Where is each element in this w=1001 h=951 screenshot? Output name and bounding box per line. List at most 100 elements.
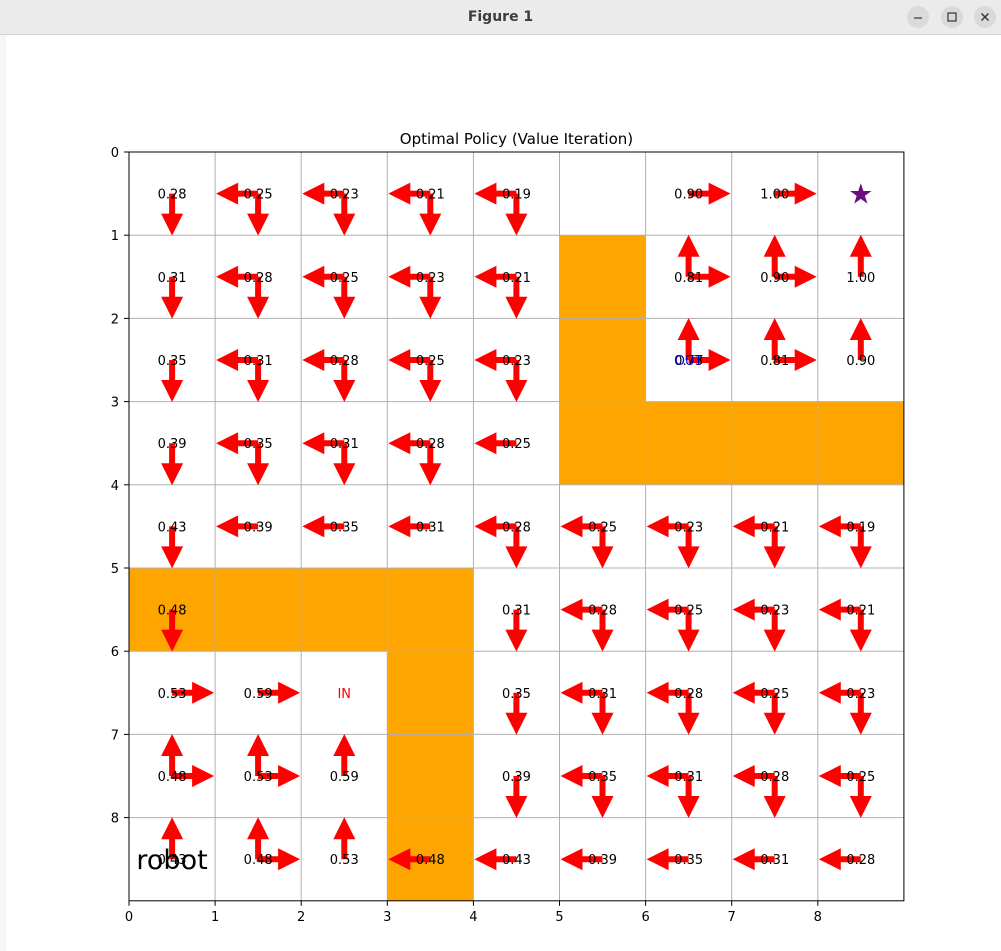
policy-arrow-up [763,318,786,360]
policy-arrow-left [646,515,689,538]
state-value-label: 0.19 [846,520,875,535]
state-value-label: 0.31 [502,604,531,619]
maximize-icon [947,12,957,22]
policy-arrow-down [505,193,528,236]
state-value-label: 1.00 [846,271,875,286]
wall-cell [387,734,474,818]
policy-arrow-left [388,432,431,455]
close-icon [981,13,989,21]
state-value-label: 0.35 [330,520,359,535]
policy-arrow-down [333,193,356,236]
policy-arrow-down [763,692,786,735]
window-left-edge [0,35,6,951]
state-value-label: 0.28 [674,687,703,702]
policy-arrow-left [302,349,345,371]
state-value-label: 0.81 [674,271,703,286]
policy-arrow-down [161,443,184,486]
state-value-label: 0.25 [502,437,531,452]
policy-arrow-up [247,817,270,860]
policy-arrow-left [818,598,861,621]
y-tick-label: 1 [111,229,119,244]
state-value-label: 0.31 [416,520,445,535]
y-tick-label: 3 [111,396,119,411]
annotation-in: IN [337,687,351,702]
policy-arrow-up [677,234,700,277]
wall-cell [387,568,474,652]
policy-arrow-down [161,276,184,319]
x-tick-label: 3 [383,910,391,925]
policy-arrow-left [474,182,517,205]
state-value-label: 0.25 [760,687,789,702]
policy-arrow-left [216,265,259,288]
minimize-button[interactable] [907,6,929,28]
state-value-label: 0.43 [502,853,531,868]
policy-arrow-left [818,515,861,538]
state-value-label: 0.28 [330,354,359,369]
state-value-label: 0.28 [158,188,187,203]
policy-arrow-down [161,609,184,652]
state-value-label: 0.53 [244,770,273,785]
policy-arrow-down [591,692,614,735]
policy-arrow-down [419,360,442,402]
policy-arrow-right [688,265,731,288]
policy-arrow-right [774,182,817,205]
state-value-label: 0.28 [502,520,531,535]
state-value-label: 0.23 [846,687,875,702]
policy-arrow-left [302,515,345,538]
window-title: Figure 1 [467,9,534,25]
state-value-label: 0.28 [760,770,789,785]
policy-arrow-left [818,848,861,871]
state-value-label: 0.39 [588,853,617,868]
y-tick-label: 4 [111,479,119,494]
state-value-label: 0.48 [158,604,187,619]
state-value-label: 0.53 [158,687,187,702]
policy-arrow-up [161,734,184,776]
y-tick-label: 6 [111,645,119,660]
state-value-label: 0.48 [244,853,273,868]
window-titlebar: Figure 1 [0,0,1001,35]
policy-arrow-up [333,817,356,860]
state-value-label: 0.21 [416,188,445,203]
state-value-label: 0.28 [416,437,445,452]
policy-arrow-left [732,598,775,621]
policy-arrow-left [646,765,689,787]
policy-arrow-left [474,349,517,371]
state-value-label: 0.25 [244,188,273,203]
state-value-label: 0.19 [502,188,531,203]
x-tick-label: 2 [297,910,305,925]
policy-arrow-down [161,526,184,569]
state-value-label: 0.43 [158,520,187,535]
state-value-label: 0.48 [416,853,445,868]
policy-arrow-left [216,515,259,538]
state-value-label: 0.25 [330,271,359,286]
close-button[interactable] [974,6,996,28]
policy-arrow-down [677,526,700,569]
state-value-label: 0.31 [158,271,187,286]
state-value-label: 0.53 [330,853,359,868]
policy-arrow-left [818,765,861,787]
policy-arrow-down [677,609,700,652]
policy-arrow-down [849,609,872,652]
x-tick-label: 4 [469,910,477,925]
policy-arrow-up [247,734,270,776]
policy-arrow-right [258,681,301,704]
state-value-label: 0.25 [588,520,617,535]
axes-frame [128,151,905,902]
policy-arrow-left [474,515,517,538]
policy-arrow-down [849,776,872,818]
maximize-button[interactable] [941,6,963,28]
policy-arrow-down [505,360,528,402]
state-value-label: 0.39 [502,770,531,785]
state-value-label: 0.90 [674,188,703,203]
policy-arrow-left [474,848,517,871]
policy-arrow-down [849,526,872,569]
state-value-label: 0.21 [502,271,531,286]
policy-arrow-down [333,443,356,486]
state-value-label: 0.39 [158,437,187,452]
policy-arrow-left [216,349,259,371]
policy-arrow-down [419,193,442,236]
state-value-label: 0.31 [588,687,617,702]
policy-arrow-right [688,182,731,205]
policy-arrow-left [732,515,775,538]
policy-arrow-up [677,318,700,360]
